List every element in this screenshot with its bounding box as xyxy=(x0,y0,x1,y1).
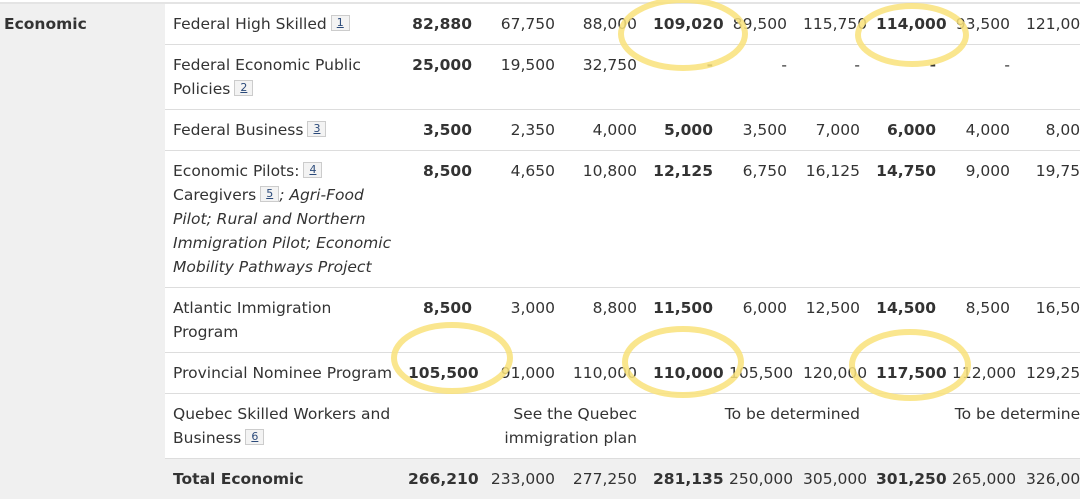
total-value-cell: 305,000 xyxy=(795,459,868,499)
value-cell: - xyxy=(721,45,795,110)
footnote-link[interactable]: 3 xyxy=(307,121,326,137)
value-cell: 8,000 xyxy=(1018,110,1080,151)
total-value-cell: 326,000 xyxy=(1018,459,1080,499)
program-name-cell: Provincial Nominee Program xyxy=(165,353,400,394)
value-cell: 3,500 xyxy=(400,110,480,151)
value-cell: 109,020 xyxy=(645,3,721,45)
value-cell: 25,000 xyxy=(400,45,480,110)
value-cell: 110,000 xyxy=(563,353,645,394)
total-value-cell: 277,250 xyxy=(563,459,645,499)
footnote-link[interactable]: 1 xyxy=(331,15,350,31)
value-cell: 9,000 xyxy=(944,151,1018,288)
value-cell: 16,500 xyxy=(1018,288,1080,353)
value-cell: 12,500 xyxy=(795,288,868,353)
value-cell: 19,500 xyxy=(480,45,563,110)
value-cell: 12,125 xyxy=(645,151,721,288)
program-name: Federal Business xyxy=(173,121,303,139)
footnote-link[interactable]: 4 xyxy=(303,162,322,178)
value-cell: 3,000 xyxy=(480,288,563,353)
value-cell: 120,000 xyxy=(795,353,868,394)
value-cell: 8,500 xyxy=(400,151,480,288)
total-value-cell: 301,250 xyxy=(868,459,944,499)
program-name: Provincial Nominee Program xyxy=(173,364,392,382)
value-cell: 93,500 xyxy=(944,3,1018,45)
value-cell: - xyxy=(645,45,721,110)
value-cell: 19,750 xyxy=(1018,151,1080,288)
program-name: Federal Economic Public Policies xyxy=(173,56,361,98)
value-cell: - xyxy=(795,45,868,110)
note-cell: To be determined xyxy=(868,394,1080,459)
value-cell: 14,750 xyxy=(868,151,944,288)
total-value-cell: 250,000 xyxy=(721,459,795,499)
value-cell: - xyxy=(1018,45,1080,110)
note-cell: See the Quebec immigration plan xyxy=(400,394,645,459)
program-name: Atlantic Immigration Program xyxy=(173,299,331,341)
value-cell: 89,500 xyxy=(721,3,795,45)
program-name-part: Caregivers xyxy=(173,186,256,204)
total-label: Total Economic xyxy=(165,459,400,499)
program-name-cell: Atlantic Immigration Program xyxy=(165,288,400,353)
program-name: Quebec Skilled Workers and Business xyxy=(173,405,390,447)
value-cell: 4,000 xyxy=(563,110,645,151)
value-cell: 32,750 xyxy=(563,45,645,110)
footnote-link[interactable]: 5 xyxy=(260,186,279,202)
value-cell: 5,000 xyxy=(645,110,721,151)
value-cell: 4,000 xyxy=(944,110,1018,151)
value-cell: 4,650 xyxy=(480,151,563,288)
value-cell: 8,500 xyxy=(944,288,1018,353)
total-value-cell: 265,000 xyxy=(944,459,1018,499)
value-cell: 11,500 xyxy=(645,288,721,353)
value-cell: 67,750 xyxy=(480,3,563,45)
value-cell: 16,125 xyxy=(795,151,868,288)
value-cell: 105,500 xyxy=(721,353,795,394)
total-value-cell: 266,210 xyxy=(400,459,480,499)
value-cell: 6,750 xyxy=(721,151,795,288)
total-value-cell: 281,135 xyxy=(645,459,721,499)
value-cell: 8,800 xyxy=(563,288,645,353)
value-cell: 3,500 xyxy=(721,110,795,151)
value-cell: 7,000 xyxy=(795,110,868,151)
category-label: Economic xyxy=(0,3,165,499)
value-cell: 2,350 xyxy=(480,110,563,151)
value-cell: 91,000 xyxy=(480,353,563,394)
footnote-link[interactable]: 6 xyxy=(245,429,264,445)
value-cell: 14,500 xyxy=(868,288,944,353)
value-cell: 112,000 xyxy=(944,353,1018,394)
program-name: Federal High Skilled xyxy=(173,15,327,33)
value-cell: 88,000 xyxy=(563,3,645,45)
value-cell: 82,880 xyxy=(400,3,480,45)
value-cell: 129,250 xyxy=(1018,353,1080,394)
value-cell: 8,500 xyxy=(400,288,480,353)
value-cell: 6,000 xyxy=(868,110,944,151)
note-cell: To be determined xyxy=(645,394,868,459)
total-value-cell: 233,000 xyxy=(480,459,563,499)
footnote-link[interactable]: 2 xyxy=(234,80,253,96)
value-cell: - xyxy=(868,45,944,110)
value-cell: 110,000 xyxy=(645,353,721,394)
value-cell: 121,000 xyxy=(1018,3,1080,45)
value-cell: 6,000 xyxy=(721,288,795,353)
value-cell: 114,000 xyxy=(868,3,944,45)
value-cell: - xyxy=(944,45,1018,110)
value-cell: 117,500 xyxy=(868,353,944,394)
value-cell: 10,800 xyxy=(563,151,645,288)
value-cell: 105,500 xyxy=(400,353,480,394)
program-name: Economic Pilots: xyxy=(173,162,299,180)
value-cell: 115,750 xyxy=(795,3,868,45)
